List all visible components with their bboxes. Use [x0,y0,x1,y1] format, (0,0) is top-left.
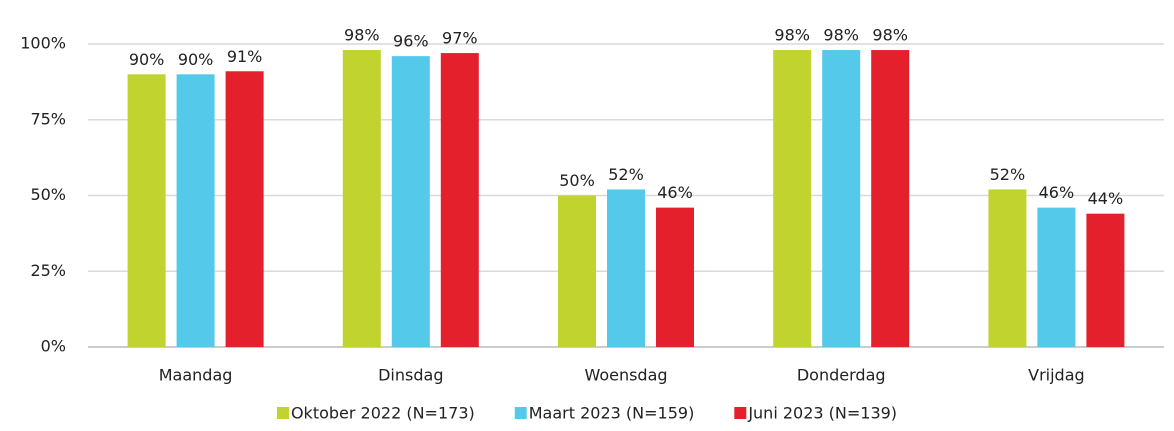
data-label: 91% [227,47,263,66]
bar [225,71,264,348]
bar [607,189,645,347]
x-tick-label: Woensdag [584,366,667,385]
data-label: 96% [393,32,429,51]
bar [1086,213,1125,347]
bar [127,74,166,348]
bar [391,56,430,348]
x-tick-label: Dinsdag [378,366,443,385]
legend-label: Oktober 2022 (N=173) [291,404,475,423]
y-tick-label: 25% [30,261,66,280]
data-label: 52% [990,165,1026,184]
bar [871,50,910,348]
y-tick-label: 50% [30,185,66,204]
legend-label: Juni 2023 (N=139) [747,404,897,423]
x-tick-label: Vrijdag [1028,366,1085,385]
bar [558,195,596,347]
bar [656,207,694,347]
data-label: 50% [559,171,595,190]
bar [822,50,861,348]
data-label: 46% [657,183,693,202]
data-label: 98% [344,26,380,45]
bar [988,189,1027,347]
data-label: 98% [823,26,859,45]
data-label: 98% [872,26,908,45]
bar [440,53,479,348]
data-label: 46% [1039,183,1075,202]
data-label: 90% [129,50,165,69]
data-label: 90% [178,50,214,69]
data-label: 98% [774,26,810,45]
legend-label: Maart 2023 (N=159) [529,404,695,423]
legend-swatch [734,407,747,419]
data-label: 97% [442,29,478,48]
bar [773,50,812,348]
data-label: 44% [1088,189,1124,208]
y-tick-label: 100% [20,34,66,53]
bar [342,50,381,348]
legend-swatch [276,407,289,419]
bar [1037,207,1076,347]
bar [176,74,215,348]
x-tick-label: Maandag [159,366,233,385]
x-tick-label: Donderdag [797,366,886,385]
legend-swatch [514,407,527,419]
y-tick-label: 0% [41,337,66,356]
y-tick-label: 75% [30,109,66,128]
data-label: 52% [608,165,644,184]
